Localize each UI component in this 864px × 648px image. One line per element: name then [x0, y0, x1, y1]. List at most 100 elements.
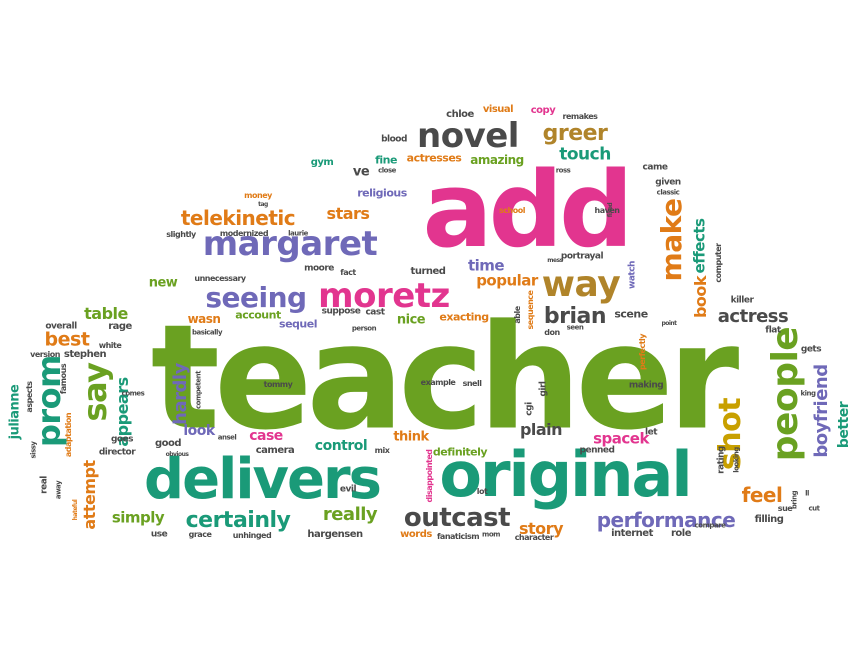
word-original: original — [439, 438, 692, 511]
word-new: new — [148, 275, 178, 291]
word-seeing: seeing — [205, 281, 307, 314]
word-portrayal: portrayal — [560, 251, 604, 262]
word-copy: copy — [530, 105, 556, 116]
word-example: example — [420, 378, 456, 387]
word-sequel: sequel — [279, 317, 317, 331]
word-think: think — [393, 429, 429, 445]
word-compare: compare — [694, 521, 726, 530]
word-actresses: actresses — [406, 151, 462, 165]
word-add: add — [422, 149, 633, 271]
word-sequence: sequence — [526, 290, 535, 330]
word-camera: camera — [255, 445, 295, 456]
word-rating: rating — [716, 446, 727, 474]
word-mix: mix — [374, 446, 390, 455]
word-computer: computer — [714, 243, 723, 283]
word-slightly: slightly — [166, 230, 196, 239]
word-telekinetic: telekinetic — [180, 206, 296, 230]
word-say: say — [76, 362, 114, 422]
word-let: let — [645, 427, 658, 438]
word-boyfriend: boyfriend — [811, 364, 832, 458]
word-mess: mess — [547, 257, 563, 264]
word-aspects: aspects — [25, 381, 34, 413]
word-tommy: tommy — [263, 380, 293, 389]
word-visual: visual — [482, 104, 514, 115]
word-look: look — [183, 423, 215, 439]
word-haven: haven — [594, 206, 620, 215]
word-watch: watch — [627, 261, 638, 289]
word-king: king — [800, 389, 816, 398]
word-simply: simply — [111, 508, 165, 527]
word-touch: touch — [559, 144, 611, 165]
word-bring: bring — [790, 490, 799, 510]
word-making: making — [628, 380, 664, 391]
word-ve: ve — [352, 164, 370, 180]
word-definitely: definitely — [432, 445, 488, 459]
word-hardly: hardly — [170, 363, 191, 425]
word-story: story — [519, 519, 563, 538]
word-gets: gets — [800, 344, 822, 355]
word-way: way — [541, 264, 621, 305]
word-scene: scene — [614, 307, 648, 321]
word-case: case — [249, 428, 283, 444]
word-ansel: ansel — [217, 433, 237, 442]
word-actress: actress — [717, 306, 789, 327]
word-delivers: delivers — [144, 447, 382, 512]
word-given: given — [655, 177, 681, 188]
word-grace: grace — [188, 530, 212, 539]
word-point: point — [661, 320, 677, 327]
word-don: don — [544, 328, 560, 337]
word-fact: fact — [340, 268, 356, 277]
word-margaret: margaret — [202, 224, 378, 264]
word-evil: evil — [339, 484, 357, 495]
word-director: director — [98, 447, 136, 458]
word-gym: gym — [310, 157, 334, 168]
word-away: away — [54, 480, 63, 500]
word-lot: lot — [476, 487, 488, 496]
word-moretz: moretz — [318, 276, 450, 316]
word-stephen: stephen — [63, 349, 107, 360]
word-school: school — [499, 206, 525, 215]
word-girl: girl — [538, 381, 549, 397]
word-mom: mom — [482, 530, 500, 539]
word-killer: killer — [730, 295, 754, 306]
word-teacher: teacher — [150, 293, 740, 463]
word-version: version — [30, 350, 60, 359]
word-cgi: cgi — [524, 402, 535, 416]
word-time: time — [467, 256, 505, 275]
word-turned: turned — [410, 266, 446, 277]
word-spacek: spacek — [593, 429, 649, 448]
word-hargensen: hargensen — [307, 529, 363, 540]
word-came: came — [642, 162, 668, 173]
word-table: table — [84, 304, 128, 323]
word-nice: nice — [396, 312, 426, 328]
word-amazing: amazing — [470, 153, 524, 167]
word-seen: seen — [566, 323, 584, 332]
word-moore: moore — [304, 263, 334, 274]
word-people: people — [765, 326, 806, 462]
word-hateful: hateful — [72, 499, 79, 521]
word-overall: overall — [45, 321, 77, 332]
word-comes: comes — [121, 389, 145, 398]
word-stars: stars — [326, 204, 370, 223]
word-flat: flat — [765, 325, 781, 336]
word-penned: penned — [579, 445, 615, 456]
word-competent: competent — [194, 371, 203, 409]
word-outcast: outcast — [403, 503, 511, 533]
word-close: close — [378, 166, 396, 175]
word-perfectly: perfectly — [638, 333, 647, 371]
word-brian: brian — [543, 304, 607, 329]
word-fanaticism: fanaticism — [436, 532, 480, 541]
word-disappointed: disappointed — [425, 449, 434, 503]
word-real: real — [39, 476, 50, 494]
word-ross: ross — [555, 166, 571, 175]
word-cut: cut — [808, 504, 820, 513]
word-remakes: remakes — [562, 112, 598, 121]
word-sense: tag — [258, 201, 268, 208]
word-goes: goes — [110, 434, 134, 445]
word-control: control — [314, 438, 368, 454]
word-snell: snell — [462, 379, 482, 388]
word-chloe: chloe — [446, 109, 474, 120]
word-use: use — [150, 529, 168, 540]
word-laurie: laurie — [288, 229, 308, 238]
